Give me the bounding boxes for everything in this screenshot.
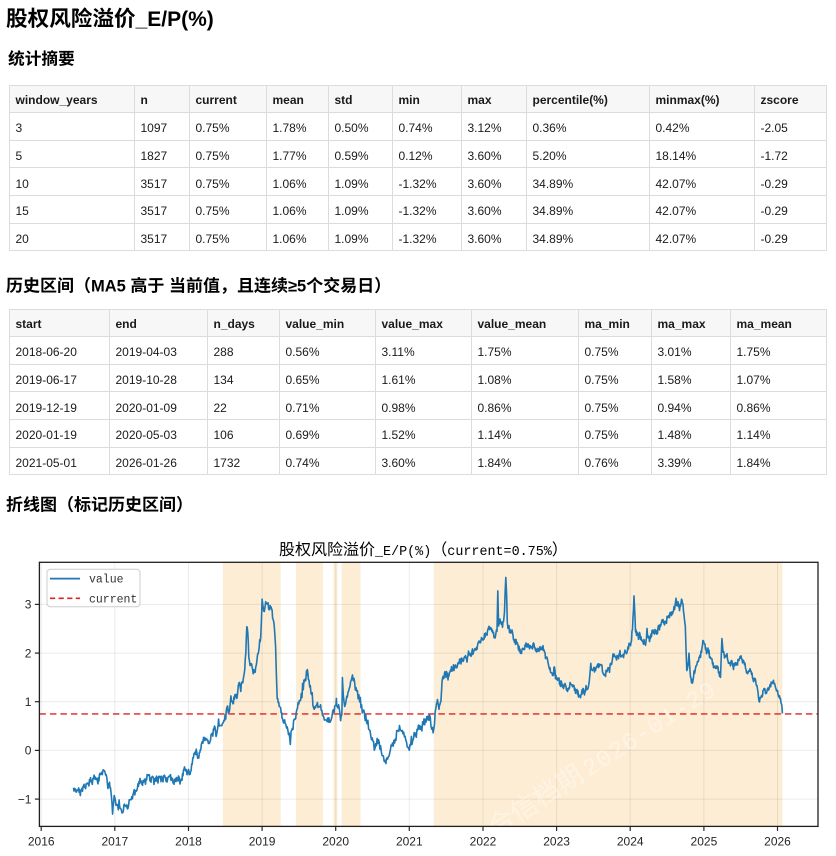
svg-text:3: 3 [25,598,32,612]
svg-text:2024: 2024 [617,835,644,849]
svg-text:2025: 2025 [691,835,718,849]
svg-text:_E/P(%): _E/P(%) [135,8,214,31]
svg-text:2022: 2022 [470,835,497,849]
svg-text:MA5: MA5 [91,278,126,296]
svg-text:2016: 2016 [28,835,55,849]
svg-text:2020: 2020 [322,835,349,849]
svg-text:2019: 2019 [249,835,276,849]
svg-text:value: value [89,574,124,587]
svg-text:≥5: ≥5 [288,278,306,296]
svg-text:2018: 2018 [175,835,202,849]
svg-text:2: 2 [25,646,32,660]
svg-text:2026: 2026 [764,835,791,849]
svg-text:current=0.75%: current=0.75% [447,545,552,560]
svg-text:2023: 2023 [543,835,570,849]
svg-text:1: 1 [25,695,32,709]
svg-text:_E/P(%): _E/P(%) [374,545,431,560]
svg-text:−1: −1 [18,792,32,806]
svg-text:2021: 2021 [396,835,423,849]
svg-text:2017: 2017 [101,835,128,849]
svg-text:current: current [89,593,137,606]
svg-text:0: 0 [25,744,32,758]
